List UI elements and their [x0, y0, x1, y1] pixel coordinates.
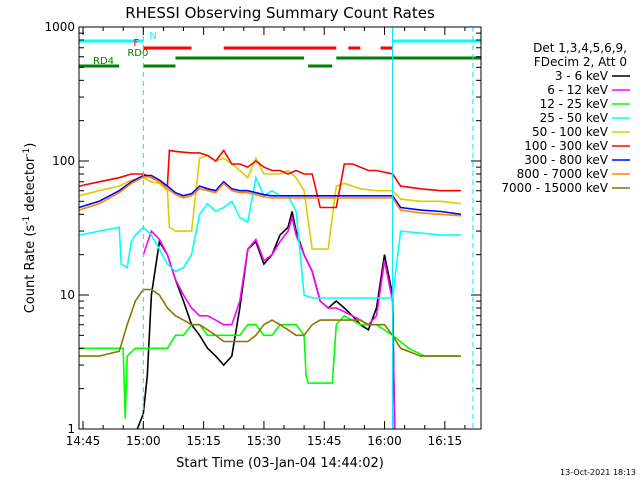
- legend-label-12-25-kev: 12 - 25 keV: [540, 97, 609, 111]
- x-axis-label: Start Time (03-Jan-04 14:44:02): [176, 456, 384, 471]
- x-tick-label: 15:45: [307, 434, 342, 448]
- x-tick-label: 15:00: [126, 434, 161, 448]
- y-axis-label-sup-1: -1: [22, 216, 32, 225]
- legend-label-50-100-kev: 50 - 100 keV: [532, 125, 609, 139]
- y-tick-label: 1000: [44, 20, 75, 34]
- legend-label-100-300-kev: 100 - 300 keV: [524, 139, 608, 153]
- axes: 14:45 15:00 15:15 15:30 15:45 16:00 16:15 1 10 10…: [44, 20, 482, 448]
- y-axis-label: Count Rate (s-1 detector-1): [22, 143, 38, 314]
- y-axis-label-sup-2: -1: [22, 148, 32, 157]
- flag-label-n: N: [149, 31, 156, 42]
- series-line-6-12-kev: [142, 214, 396, 430]
- legend-label-7000-15000-kev: 7000 - 15000 keV: [501, 181, 608, 195]
- legend-label-300-800-kev: 300 - 800 keV: [524, 153, 608, 167]
- legend-label-6-12-kev: 6 - 12 keV: [547, 83, 609, 97]
- y-tick-label: 100: [52, 154, 75, 168]
- plot-lines: [78, 148, 462, 430]
- y-tick-label: 10: [60, 288, 75, 302]
- flag-label-rd0: RD0: [127, 48, 148, 59]
- series-line-300-800-kev: [78, 174, 462, 216]
- legend-label-25-50-kev: 25 - 50 keV: [540, 111, 609, 125]
- y-axis-label-part-2: detector: [23, 156, 38, 216]
- x-tick-label: 16:00: [367, 434, 402, 448]
- chart-title: RHESSI Observing Summary Count Rates: [125, 4, 435, 22]
- x-tick-label: 15:30: [247, 434, 282, 448]
- series-line-7000-15000-kev: [79, 288, 461, 357]
- y-axis-label-part-3: ): [23, 143, 38, 148]
- legend-label-3-6-kev: 3 - 6 keV: [555, 69, 609, 83]
- x-tick-label: 14:45: [66, 434, 101, 448]
- y-tick-label: 1: [67, 422, 75, 436]
- x-tick-label: 15:15: [186, 434, 221, 448]
- series-line-12-25-kev: [79, 314, 461, 419]
- series-line-800-7000-kev: [78, 176, 461, 217]
- legend-label-800-7000-kev: 800 - 7000 keV: [517, 167, 609, 181]
- timestamp: 13-Oct-2021 18:13: [560, 468, 636, 477]
- series-line-25-50-kev: [78, 174, 461, 299]
- plot-frame: [78, 26, 482, 430]
- series-line-50-100-kev: [78, 154, 461, 250]
- legend: Det 1,3,4,5,6,9, FDecim 2, Att 0 3 - 6 k…: [501, 41, 630, 195]
- y-axis-label-part-1: Count Rate (s: [23, 225, 38, 314]
- flag-label-rd4: RD4: [93, 56, 114, 67]
- x-tick-label: 16:15: [428, 434, 463, 448]
- flag-label-f: F: [133, 38, 139, 49]
- legend-header-line-1: Det 1,3,4,5,6,9,: [533, 41, 627, 55]
- legend-header-line-2: FDecim 2, Att 0: [534, 55, 627, 69]
